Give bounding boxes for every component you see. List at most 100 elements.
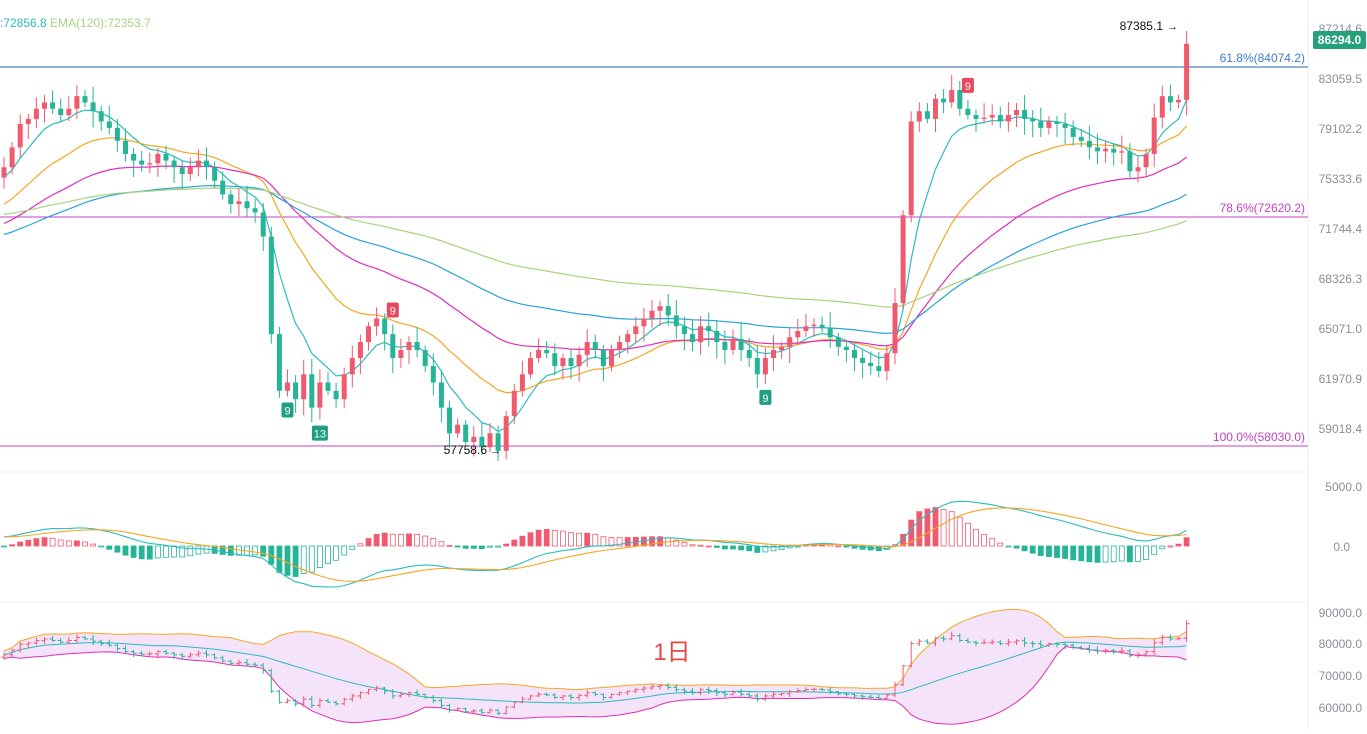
candle[interactable] bbox=[1054, 115, 1060, 138]
candle[interactable] bbox=[58, 98, 64, 123]
candle[interactable] bbox=[204, 147, 209, 180]
candle[interactable] bbox=[560, 353, 566, 380]
candle[interactable] bbox=[795, 318, 801, 344]
candle[interactable] bbox=[1159, 85, 1165, 129]
candle[interactable] bbox=[981, 103, 987, 124]
candle[interactable] bbox=[1127, 143, 1133, 180]
candle[interactable] bbox=[957, 80, 963, 116]
candle[interactable] bbox=[730, 329, 736, 356]
candle[interactable] bbox=[42, 94, 47, 123]
candle[interactable] bbox=[544, 340, 550, 359]
candle[interactable] bbox=[1095, 133, 1100, 165]
candle[interactable] bbox=[422, 345, 428, 373]
candle[interactable] bbox=[455, 418, 461, 438]
candle[interactable] bbox=[787, 327, 793, 364]
candle[interactable] bbox=[33, 97, 39, 129]
candle[interactable] bbox=[139, 151, 145, 172]
candle[interactable] bbox=[698, 316, 704, 355]
candle[interactable] bbox=[244, 185, 250, 217]
candle[interactable] bbox=[195, 149, 201, 177]
candle[interactable] bbox=[965, 99, 971, 120]
candle[interactable] bbox=[811, 318, 817, 337]
candle[interactable] bbox=[374, 307, 380, 336]
candle[interactable] bbox=[268, 226, 274, 344]
candle[interactable] bbox=[349, 345, 355, 388]
candle[interactable] bbox=[681, 316, 687, 351]
candle[interactable] bbox=[633, 316, 639, 343]
candle[interactable] bbox=[50, 90, 56, 114]
candle[interactable] bbox=[406, 336, 412, 364]
ema-pink-line[interactable] bbox=[3, 156, 1187, 351]
candle[interactable] bbox=[649, 300, 655, 328]
candle[interactable] bbox=[827, 312, 833, 348]
candle[interactable] bbox=[1135, 156, 1141, 183]
candle[interactable] bbox=[1119, 135, 1125, 165]
candle[interactable] bbox=[471, 426, 477, 457]
ema-blue-line[interactable] bbox=[3, 184, 1187, 335]
candle[interactable] bbox=[892, 288, 898, 365]
candle[interactable] bbox=[187, 157, 193, 182]
ema-mid-line[interactable] bbox=[3, 125, 1188, 394]
candle[interactable] bbox=[528, 351, 533, 379]
candle[interactable] bbox=[714, 320, 720, 359]
candle[interactable] bbox=[746, 337, 752, 367]
candle[interactable] bbox=[301, 359, 307, 416]
candle[interactable] bbox=[762, 347, 768, 384]
candle[interactable] bbox=[835, 332, 841, 356]
candle[interactable] bbox=[592, 334, 598, 359]
candle[interactable] bbox=[1176, 94, 1181, 109]
candle[interactable] bbox=[1103, 141, 1109, 163]
candle[interactable] bbox=[147, 152, 153, 173]
bb-lower-line[interactable] bbox=[3, 646, 1187, 725]
candle[interactable] bbox=[74, 85, 80, 119]
candle[interactable] bbox=[131, 147, 137, 177]
candle[interactable] bbox=[536, 338, 542, 364]
candle[interactable] bbox=[98, 105, 104, 132]
candle[interactable] bbox=[722, 330, 728, 365]
candle[interactable] bbox=[617, 335, 623, 358]
candle[interactable] bbox=[66, 96, 72, 122]
candle[interactable] bbox=[1078, 128, 1084, 147]
candle[interactable] bbox=[463, 419, 469, 447]
candle[interactable] bbox=[843, 340, 849, 363]
candle[interactable] bbox=[1005, 102, 1011, 132]
candle[interactable] bbox=[819, 316, 825, 333]
candle[interactable] bbox=[252, 198, 258, 223]
candle[interactable] bbox=[916, 102, 922, 132]
candle[interactable] bbox=[1014, 103, 1019, 127]
candle[interactable] bbox=[625, 329, 631, 354]
candle[interactable] bbox=[212, 161, 218, 188]
candle[interactable] bbox=[325, 371, 331, 396]
candle[interactable] bbox=[876, 351, 882, 378]
candle[interactable] bbox=[1086, 125, 1092, 160]
candle[interactable] bbox=[430, 353, 436, 396]
candle[interactable] bbox=[941, 88, 947, 114]
candle[interactable] bbox=[9, 141, 15, 175]
macd-dea-line[interactable] bbox=[3, 507, 1187, 582]
candle[interactable] bbox=[884, 344, 890, 381]
candle[interactable] bbox=[90, 86, 96, 128]
candle[interactable] bbox=[1, 157, 7, 189]
candle[interactable] bbox=[285, 369, 290, 397]
candle[interactable] bbox=[228, 189, 234, 214]
candle[interactable] bbox=[1151, 103, 1157, 168]
candle[interactable] bbox=[171, 155, 177, 183]
candle[interactable] bbox=[155, 147, 161, 177]
candle[interactable] bbox=[1062, 112, 1068, 144]
bb-mid-line[interactable] bbox=[3, 641, 1187, 704]
candle[interactable] bbox=[868, 351, 874, 376]
candle[interactable] bbox=[236, 188, 242, 217]
candle[interactable] bbox=[114, 118, 120, 152]
candle[interactable] bbox=[1184, 30, 1190, 116]
candle[interactable] bbox=[341, 367, 347, 409]
candle[interactable] bbox=[576, 346, 582, 382]
candle[interactable] bbox=[997, 106, 1003, 129]
candle[interactable] bbox=[600, 344, 606, 382]
candle[interactable] bbox=[973, 109, 979, 133]
candle[interactable] bbox=[123, 128, 128, 162]
ema-green-line[interactable] bbox=[3, 187, 1187, 308]
candle[interactable] bbox=[900, 210, 906, 310]
candle[interactable] bbox=[657, 300, 663, 327]
candle[interactable] bbox=[754, 344, 760, 389]
